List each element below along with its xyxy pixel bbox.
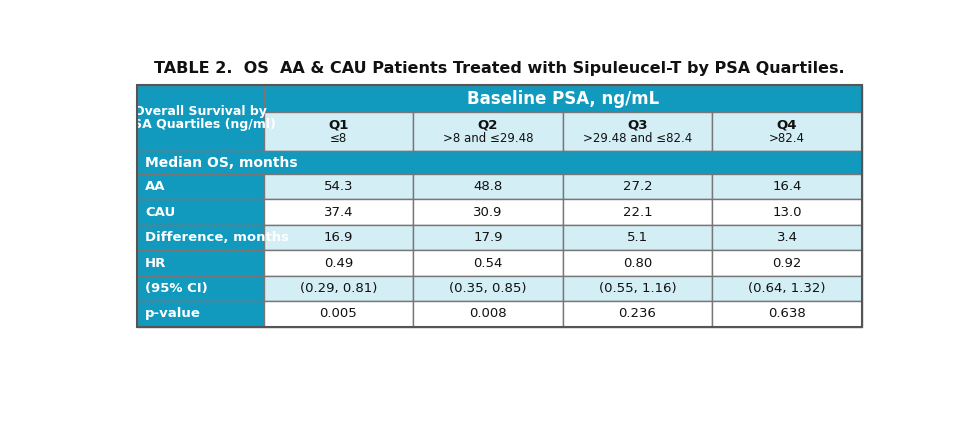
- Bar: [413, 225, 563, 250]
- Bar: [413, 199, 563, 225]
- Bar: [264, 112, 413, 151]
- Bar: [137, 85, 264, 151]
- Text: >8 and ≤29.48: >8 and ≤29.48: [443, 132, 533, 145]
- Bar: [563, 276, 712, 301]
- Bar: [264, 225, 413, 250]
- Text: (0.29, 0.81): (0.29, 0.81): [300, 282, 377, 295]
- Text: 22.1: 22.1: [622, 206, 653, 219]
- Text: 3.4: 3.4: [776, 231, 798, 244]
- Text: 0.638: 0.638: [768, 307, 805, 321]
- Bar: [712, 225, 862, 250]
- Text: 30.9: 30.9: [473, 206, 503, 219]
- Text: (0.55, 1.16): (0.55, 1.16): [599, 282, 676, 295]
- Bar: [137, 250, 264, 276]
- Bar: [137, 301, 264, 326]
- Text: 27.2: 27.2: [622, 180, 653, 193]
- Bar: [563, 174, 712, 199]
- Bar: [712, 276, 862, 301]
- Bar: [137, 151, 862, 174]
- Text: 0.236: 0.236: [618, 307, 656, 321]
- Bar: [563, 199, 712, 225]
- Text: Median OS, months: Median OS, months: [145, 156, 298, 170]
- Bar: [137, 276, 264, 301]
- Text: 48.8: 48.8: [473, 180, 503, 193]
- Bar: [137, 199, 264, 225]
- Text: 0.005: 0.005: [319, 307, 357, 321]
- Bar: [137, 174, 264, 199]
- Text: CAU: CAU: [145, 206, 175, 219]
- Text: TABLE 2.  OS  AA & CAU Patients Treated with Sipuleucel-T by PSA Quartiles.: TABLE 2. OS AA & CAU Patients Treated wi…: [154, 61, 844, 76]
- Bar: [137, 85, 862, 326]
- Bar: [563, 250, 712, 276]
- Text: 16.9: 16.9: [323, 231, 353, 244]
- Text: >82.4: >82.4: [769, 132, 805, 145]
- Bar: [413, 301, 563, 326]
- Text: Q3: Q3: [627, 118, 648, 131]
- Text: 16.4: 16.4: [772, 180, 802, 193]
- Text: PSA Quartiles (ng/ml): PSA Quartiles (ng/ml): [125, 117, 277, 131]
- Bar: [264, 174, 413, 199]
- Bar: [563, 301, 712, 326]
- Text: >29.48 and ≤82.4: >29.48 and ≤82.4: [582, 132, 693, 145]
- Text: 5.1: 5.1: [627, 231, 648, 244]
- Text: p-value: p-value: [145, 307, 201, 321]
- Bar: [413, 250, 563, 276]
- Text: 37.4: 37.4: [323, 206, 354, 219]
- Bar: [264, 85, 862, 112]
- Bar: [137, 225, 264, 250]
- Text: Baseline PSA, ng/mL: Baseline PSA, ng/mL: [467, 89, 658, 108]
- Bar: [264, 199, 413, 225]
- Bar: [264, 301, 413, 326]
- Text: Difference, months: Difference, months: [145, 231, 289, 244]
- Text: (0.35, 0.85): (0.35, 0.85): [449, 282, 527, 295]
- Text: Q4: Q4: [777, 118, 798, 131]
- Text: 54.3: 54.3: [323, 180, 354, 193]
- Text: (0.64, 1.32): (0.64, 1.32): [748, 282, 826, 295]
- Text: 0.80: 0.80: [623, 257, 653, 270]
- Text: Overall Survival by: Overall Survival by: [134, 105, 267, 118]
- Text: 17.9: 17.9: [473, 231, 503, 244]
- Text: ≤8: ≤8: [330, 132, 347, 145]
- Text: (95% CI): (95% CI): [145, 282, 207, 295]
- Text: 13.0: 13.0: [772, 206, 802, 219]
- Bar: [264, 276, 413, 301]
- Bar: [264, 250, 413, 276]
- Text: AA: AA: [145, 180, 166, 193]
- Text: 0.008: 0.008: [469, 307, 506, 321]
- Bar: [563, 112, 712, 151]
- Text: 0.54: 0.54: [473, 257, 503, 270]
- Bar: [413, 112, 563, 151]
- Bar: [712, 199, 862, 225]
- Bar: [413, 276, 563, 301]
- Text: 0.92: 0.92: [772, 257, 802, 270]
- Bar: [712, 250, 862, 276]
- Bar: [712, 174, 862, 199]
- Bar: [712, 112, 862, 151]
- Text: HR: HR: [145, 257, 167, 270]
- Bar: [563, 225, 712, 250]
- Text: 0.49: 0.49: [323, 257, 353, 270]
- Bar: [712, 301, 862, 326]
- Bar: [413, 174, 563, 199]
- Text: Q1: Q1: [328, 118, 349, 131]
- Text: Q2: Q2: [478, 118, 498, 131]
